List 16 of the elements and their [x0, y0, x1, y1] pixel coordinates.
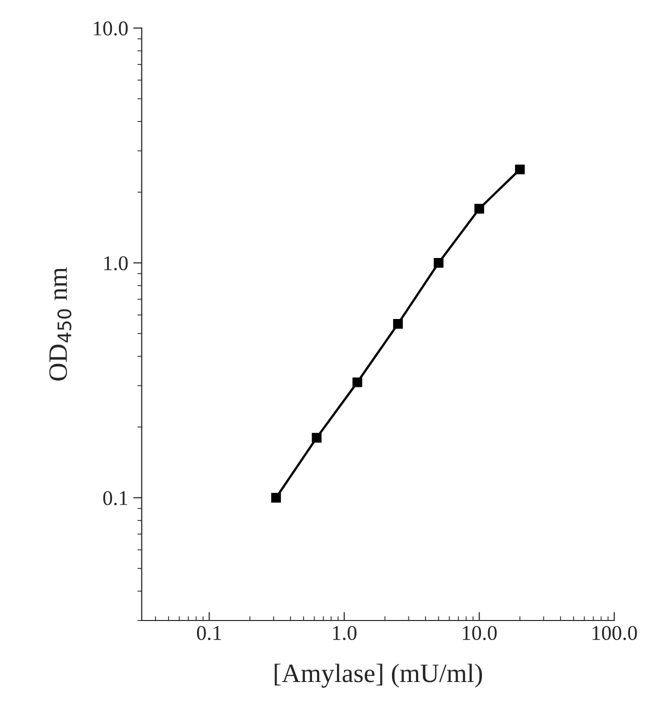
y-tick-label: 10.0	[94, 21, 128, 36]
point	[352, 377, 362, 388]
y-tick-label: 1.0	[104, 256, 128, 270]
point	[515, 164, 525, 174]
point	[312, 432, 322, 443]
point	[474, 204, 484, 214]
x-axis-title: [Amylase] (mU/ml)	[274, 664, 482, 688]
point	[393, 318, 403, 329]
point	[434, 258, 444, 268]
x-tick-label: 0.1	[197, 626, 222, 640]
x-tick-label: 100.0	[592, 626, 637, 640]
x-tick-label: 1.0	[333, 626, 356, 640]
x-tick-label: 10.0	[462, 626, 497, 640]
y-axis-title: OD$_{450}$ nm	[49, 267, 72, 381]
point	[271, 492, 281, 503]
y-tick-label: 0.1	[103, 491, 128, 506]
